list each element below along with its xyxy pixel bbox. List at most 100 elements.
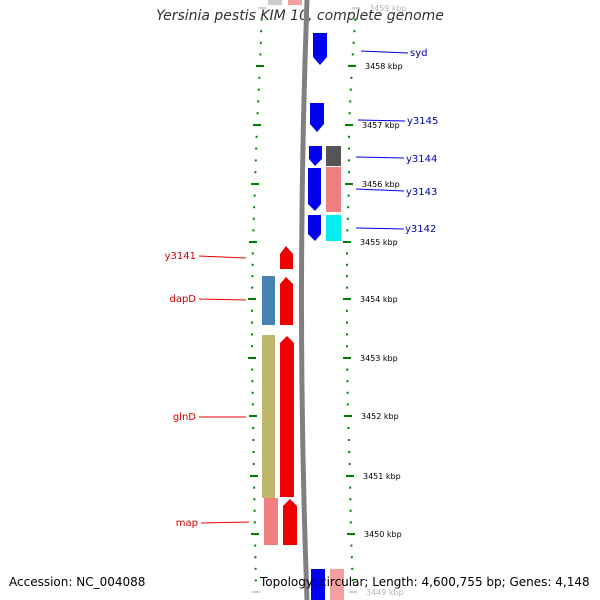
minor-tick-left <box>254 159 257 162</box>
minor-tick-right <box>346 309 348 312</box>
feature-block-map <box>264 498 278 545</box>
minor-tick-right <box>346 345 348 348</box>
minor-tick-left <box>251 333 253 336</box>
genome-backbone <box>299 0 310 600</box>
minor-tick-right <box>350 544 353 547</box>
minor-tick-left <box>252 463 255 465</box>
minor-tick-right <box>346 403 349 406</box>
minor-tick-left <box>253 486 256 489</box>
minor-tick-left <box>257 88 260 91</box>
minor-tick-left <box>254 544 257 547</box>
minor-tick-right <box>347 194 350 197</box>
minor-tick-right <box>348 171 350 174</box>
gene-y3145-arrow <box>310 103 324 132</box>
minor-tick-left <box>254 171 257 174</box>
tick-label: 3452 kbp <box>361 412 399 421</box>
gene-glnD-arrow <box>280 336 294 497</box>
minor-tick-left <box>251 263 254 266</box>
minor-tick-right <box>349 100 352 103</box>
topology-label: Topology: circular; Length: 4,600,755 bp… <box>260 575 590 589</box>
minor-tick-right <box>353 30 356 33</box>
leader-line-y3145 <box>357 119 406 122</box>
feature-block-y3144 <box>326 146 341 166</box>
gene-label-y3144: y3144 <box>406 154 437 165</box>
minor-tick-right <box>350 556 353 559</box>
minor-tick-right <box>347 427 350 429</box>
minor-tick-right <box>348 159 350 162</box>
gene-label-y3142: y3142 <box>405 224 436 235</box>
minor-tick-right <box>351 579 354 582</box>
leader-line-map <box>200 521 250 524</box>
minor-tick-right <box>346 252 348 255</box>
partial-feature-top-red <box>288 0 302 5</box>
minor-tick-left <box>251 321 253 324</box>
minor-tick-left <box>253 521 256 524</box>
minor-tick-left <box>251 380 254 383</box>
tick-label: 3455 kbp <box>360 238 398 247</box>
minor-tick-right <box>351 53 354 56</box>
accession-label: Accession: NC_004088 <box>9 575 146 589</box>
minor-tick-left <box>251 275 254 278</box>
minor-tick-right <box>346 286 348 289</box>
minor-tick-left <box>254 556 257 559</box>
minor-tick-right <box>346 333 348 336</box>
minor-tick-left <box>253 498 256 501</box>
minor-tick-right <box>347 206 350 209</box>
minor-tick-left <box>252 439 255 441</box>
minor-tick-left <box>258 76 261 79</box>
minor-tick-right <box>352 41 355 44</box>
leader-line-y3143 <box>355 188 405 192</box>
gene-label-dapD: dapD <box>169 294 196 305</box>
leader-line-syd <box>360 50 409 54</box>
minor-tick-left <box>259 41 262 44</box>
tick-label: 3457 kbp <box>362 121 400 130</box>
minor-tick-left <box>259 53 262 56</box>
leader-line-y3141 <box>198 255 247 259</box>
partial-feature-top-grey <box>268 0 282 5</box>
minor-tick-right <box>348 112 351 115</box>
tick-label: 3456 kbp <box>362 180 400 189</box>
minor-tick-right <box>348 147 350 150</box>
feature-block-y3142 <box>326 215 341 241</box>
feature-block-glnD <box>262 335 275 498</box>
tick-label: 3459 kbp <box>369 4 407 13</box>
minor-tick-right <box>350 76 353 79</box>
tick-label: 3453 kbp <box>360 354 398 363</box>
minor-tick-left <box>252 229 255 232</box>
minor-tick-right <box>346 321 348 324</box>
gene-label-syd: syd <box>410 48 427 59</box>
minor-tick-left <box>252 451 255 453</box>
minor-tick-left <box>251 403 254 406</box>
gene-dapD-arrow <box>280 277 293 325</box>
tick-label: 3449 kbp <box>366 588 404 597</box>
gene-label-glnD: glnD <box>173 412 196 423</box>
minor-tick-left <box>255 147 258 150</box>
gene-y3144-arrow <box>309 146 322 166</box>
tick-label: 3451 kbp <box>363 472 401 481</box>
feature-block-dapD <box>262 276 275 325</box>
gene-y3142-arrow <box>308 215 321 241</box>
minor-tick-right <box>349 88 352 91</box>
minor-tick-left <box>254 579 257 582</box>
minor-tick-left <box>251 309 253 312</box>
tick-label: 3450 kbp <box>364 530 402 539</box>
minor-tick-left <box>253 194 256 197</box>
tick-label: 3458 kbp <box>365 62 403 71</box>
gene-y3143-arrow <box>308 168 321 211</box>
leader-line-y3144 <box>355 156 405 159</box>
minor-tick-left <box>251 286 254 289</box>
gene-label-y3143: y3143 <box>406 187 437 198</box>
minor-tick-right <box>349 521 352 524</box>
minor-tick-right <box>348 463 351 465</box>
map-title: Yersinia pestis KIM 10, complete genome <box>156 8 444 24</box>
feature-block-y3143 <box>326 167 341 212</box>
minor-tick-right <box>349 509 352 512</box>
minor-tick-right <box>351 567 354 570</box>
leader-line-dapD <box>198 298 247 301</box>
minor-tick-right <box>349 498 352 501</box>
leader-line-y3142 <box>355 227 405 230</box>
gene-map-arrow <box>283 499 297 545</box>
gene-y3141-arrow <box>280 246 293 269</box>
minor-tick-right <box>346 217 349 220</box>
partial-feature-bottom-blue <box>311 569 325 600</box>
